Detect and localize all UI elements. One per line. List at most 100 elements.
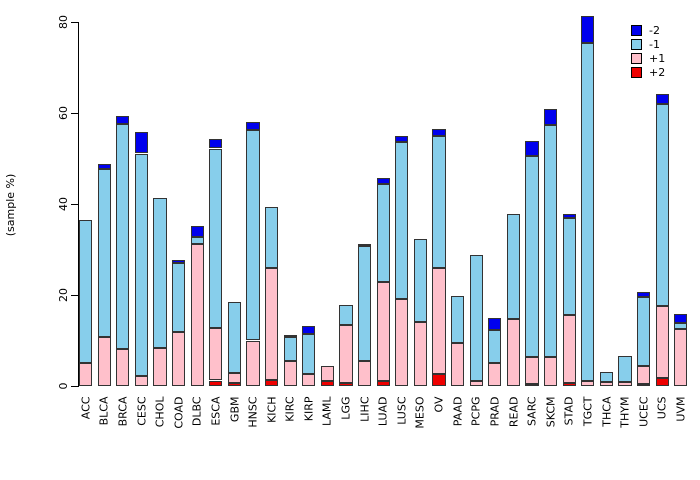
bar-LUAD-segment--2 bbox=[376, 177, 390, 185]
x-label-UCEC: UCEC bbox=[637, 396, 651, 427]
y-tick-0 bbox=[71, 386, 78, 387]
legend-item--1: -1 bbox=[631, 39, 665, 50]
bar-KIRP-segment--1 bbox=[302, 333, 316, 375]
bar-HNSC-segment-+1 bbox=[246, 340, 260, 386]
bar-SARC-segment--1 bbox=[525, 155, 539, 357]
x-label-OV: OV bbox=[432, 396, 446, 412]
bar-THCA-segment-+1 bbox=[599, 382, 614, 386]
legend-item-+2: +2 bbox=[631, 67, 665, 78]
bar-KIRC-segment--2 bbox=[283, 335, 297, 337]
y-tick-20 bbox=[71, 295, 78, 296]
bar-LGG-segment-+2 bbox=[339, 383, 353, 386]
bar-BLCA-segment--2 bbox=[97, 164, 111, 170]
bar-DLBC-segment--1 bbox=[190, 236, 204, 245]
bar-KICH-segment--1 bbox=[265, 206, 279, 268]
legend: -2 -1 +1 +2 bbox=[631, 25, 665, 78]
y-tick-40 bbox=[71, 204, 78, 205]
x-label-PRAD: PRAD bbox=[488, 396, 502, 426]
legend-label--2: -2 bbox=[649, 24, 660, 37]
bar-TGCT-segment--1 bbox=[581, 43, 595, 382]
bar-BRCA-segment--1 bbox=[116, 124, 130, 349]
bar-UCEC-segment-+1 bbox=[637, 366, 651, 385]
legend-swatch-+1 bbox=[631, 53, 642, 64]
bar-UCEC-segment--2 bbox=[637, 291, 651, 297]
y-axis-line bbox=[78, 22, 79, 387]
bar-ESCA-segment-+2 bbox=[209, 380, 223, 386]
x-label-PCPG: PCPG bbox=[469, 396, 483, 426]
bar-GBM-segment-+1 bbox=[227, 373, 242, 384]
x-label-SARC: SARC bbox=[525, 396, 539, 426]
x-label-LAML: LAML bbox=[320, 396, 334, 426]
legend-swatch--1 bbox=[631, 39, 642, 50]
y-axis-title: (sample %) bbox=[4, 173, 17, 237]
bar-KIRP-segment--2 bbox=[302, 325, 316, 334]
bar-MESO-segment-+1 bbox=[413, 322, 428, 386]
bar-COAD-segment--2 bbox=[172, 260, 186, 264]
y-tick-60 bbox=[71, 113, 78, 114]
x-label-ESCA: ESCA bbox=[209, 396, 223, 426]
bar-BRCA-segment--2 bbox=[116, 116, 130, 125]
y-tick-label-60: 60 bbox=[57, 106, 70, 120]
bar-ACC-segment-+1 bbox=[79, 363, 93, 387]
bar-STAD-segment--1 bbox=[562, 218, 576, 315]
bar-ESCA-segment--2 bbox=[209, 138, 223, 149]
x-label-READ: READ bbox=[507, 396, 520, 427]
bar-LUSC-segment-+1 bbox=[395, 299, 409, 386]
x-label-THCA: THCA bbox=[600, 396, 613, 427]
bar-UVM-segment-+1 bbox=[674, 329, 688, 386]
x-label-UVM: UVM bbox=[674, 396, 688, 422]
bar-SARC-segment-+1 bbox=[525, 356, 539, 384]
bar-UVM-segment--2 bbox=[674, 314, 688, 324]
bar-OV-segment-+2 bbox=[432, 374, 446, 386]
bar-GBM-segment--1 bbox=[227, 301, 242, 374]
bar-READ-segment--1 bbox=[506, 213, 521, 320]
bar-PRAD-segment-+1 bbox=[488, 362, 502, 386]
y-tick-label-20: 20 bbox=[57, 288, 70, 302]
x-label-KIRP: KIRP bbox=[302, 396, 316, 421]
bar-LGG-segment-+1 bbox=[339, 325, 353, 384]
bar-SARC-segment-+2 bbox=[525, 383, 539, 386]
x-label-BRCA: BRCA bbox=[116, 396, 130, 426]
bar-LUAD-segment-+2 bbox=[376, 381, 390, 386]
bar-UCS-segment-+2 bbox=[655, 377, 669, 386]
bar-PCPG-segment--1 bbox=[469, 254, 483, 381]
bar-BLCA-segment--1 bbox=[97, 169, 111, 337]
x-label-CHOL: CHOL bbox=[153, 396, 167, 427]
x-label-LUSC: LUSC bbox=[395, 396, 409, 425]
legend-swatch-+2 bbox=[631, 67, 642, 78]
legend-label-+1: +1 bbox=[649, 52, 666, 65]
bar-KICH-segment-+1 bbox=[265, 267, 279, 380]
bar-UCEC-segment-+2 bbox=[637, 384, 651, 387]
legend-label--1: -1 bbox=[649, 38, 660, 51]
bar-LUAD-segment--1 bbox=[376, 184, 390, 283]
legend-label-+2: +2 bbox=[649, 66, 666, 79]
x-label-KICH: KICH bbox=[265, 396, 279, 423]
bar-HNSC-segment--2 bbox=[246, 121, 260, 130]
bar-LGG-segment--1 bbox=[339, 305, 353, 325]
x-label-PAAD: PAAD bbox=[451, 396, 465, 426]
bar-CHOL-segment-+1 bbox=[153, 348, 167, 386]
bar-CHOL-segment--1 bbox=[153, 197, 167, 349]
x-label-STAD: STAD bbox=[562, 396, 576, 425]
bar-PCPG-segment-+1 bbox=[469, 380, 483, 386]
x-label-TGCT: TGCT bbox=[581, 396, 595, 426]
bar-TGCT-segment-+1 bbox=[581, 381, 595, 386]
bar-PAAD-segment--1 bbox=[451, 296, 465, 343]
x-label-GBM: GBM bbox=[228, 396, 241, 422]
bar-BRCA-segment-+1 bbox=[116, 348, 130, 386]
bar-LUSC-segment--2 bbox=[395, 136, 409, 143]
bar-PRAD-segment--2 bbox=[488, 318, 502, 330]
x-label-LGG: LGG bbox=[339, 396, 353, 420]
y-tick-label-0: 0 bbox=[57, 382, 70, 390]
x-label-LIHC: LIHC bbox=[358, 396, 372, 422]
bar-STAD-segment--2 bbox=[562, 213, 576, 219]
bar-SKCM-segment--1 bbox=[544, 124, 558, 358]
bar-OV-segment--2 bbox=[432, 129, 446, 137]
x-label-HNSC: HNSC bbox=[246, 396, 260, 428]
bar-COAD-segment--1 bbox=[172, 263, 186, 333]
bar-DLBC-segment--2 bbox=[190, 225, 204, 237]
legend-item-+1: +1 bbox=[631, 53, 665, 64]
bar-LIHC-segment-+1 bbox=[358, 360, 372, 386]
bar-DLBC-segment-+1 bbox=[190, 244, 204, 386]
